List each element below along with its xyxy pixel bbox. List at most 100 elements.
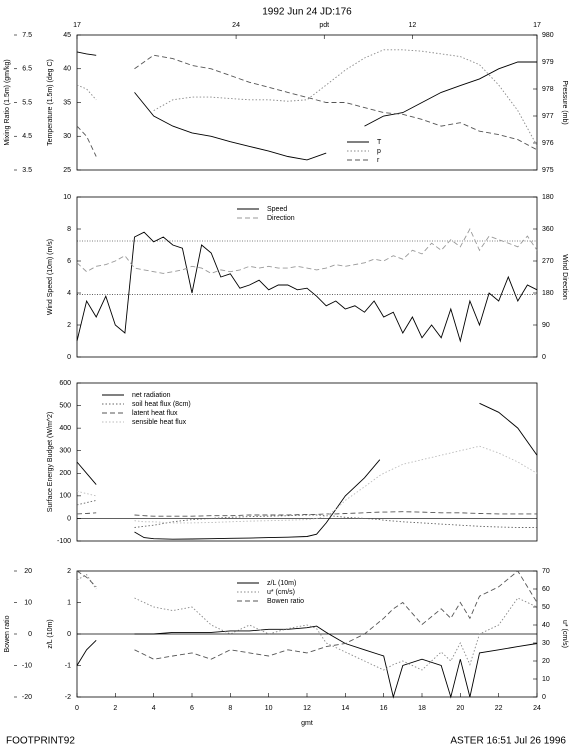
y-axis-label: Wind Speed (10m) (m/s) (47, 239, 54, 315)
series-line (76, 625, 538, 699)
y3-axis-label: Mixing Ratio (1.5m) (gm/kg) (4, 59, 11, 145)
y2-tick-label: 50 (542, 604, 550, 611)
y2-tick-label: 30 (542, 640, 550, 647)
legend-label: sensible heat flux (132, 419, 187, 426)
y-tick-label: 0 (67, 515, 71, 522)
series-line (76, 231, 538, 343)
legend-label: Speed (267, 206, 287, 213)
y-tick-label: 600 (59, 380, 71, 387)
y2-axis-label: Pressure (mb) (561, 80, 568, 124)
y2-tick-label: 70 (542, 568, 550, 575)
x-tick-label: 0 (75, 705, 79, 712)
y-tick-label: 35 (63, 99, 71, 106)
y-tick-label: 100 (59, 493, 71, 500)
x-tick-label: 22 (495, 705, 503, 712)
y2-tick-label: 979 (542, 59, 554, 66)
x-tick-label: 20 (456, 705, 464, 712)
x2-tick-label: 12 (409, 22, 417, 29)
legend-label: z/L (10m) (267, 580, 296, 587)
y2-tick-label: 976 (542, 140, 554, 147)
x-tick-label: 2 (113, 705, 117, 712)
series-line (76, 51, 537, 161)
series-line (76, 49, 538, 146)
legend-label: net radiation (132, 392, 171, 399)
legend-label: soil heat flux (8cm) (132, 401, 191, 408)
y-tick-label: -2 (65, 694, 71, 701)
footer-right: ASTER 16:51 Jul 26 1996 (450, 736, 566, 747)
y-tick-label: 500 (59, 402, 71, 409)
series-line (76, 511, 537, 517)
x-tick-label: 6 (190, 705, 194, 712)
y2-tick-label: 180 (542, 194, 554, 201)
x-tick-label: 8 (228, 705, 232, 712)
plot-frame (76, 34, 538, 171)
x2-tick-label: 17 (533, 22, 541, 29)
y-tick-label: 2 (67, 322, 71, 329)
y-axis-label: Surface Energy Budget (W/m^2) (47, 412, 54, 513)
series-line (76, 499, 537, 528)
y-tick-label: -100 (57, 538, 71, 545)
y2-tick-label: 975 (542, 167, 554, 174)
x-tick-label: 16 (380, 705, 388, 712)
y-axis-label: Temperature (1.5m) (deg C) (47, 59, 54, 146)
y-tick-label: 200 (59, 470, 71, 477)
x2-tick-label: pdt (319, 22, 329, 29)
chart-title: 1992 Jun 24 JD:176 (262, 7, 352, 18)
y-tick-label: 25 (63, 167, 71, 174)
y3-tick-label: 20 (24, 568, 32, 575)
y2-tick-label: 270 (542, 258, 554, 265)
y3-tick-label: 6.5 (22, 66, 32, 73)
series-line (76, 445, 538, 524)
y-tick-label: 0 (67, 631, 71, 638)
y3-tick-label: 0 (28, 631, 32, 638)
series-line (76, 402, 538, 540)
y2-tick-label: 0 (542, 694, 546, 701)
y-tick-label: 8 (67, 226, 71, 233)
y-tick-label: 6 (67, 258, 71, 265)
series-line (76, 227, 538, 274)
legend-label: r (377, 157, 380, 164)
y3-tick-label: 5.5 (22, 99, 32, 106)
x-tick-label: 24 (533, 705, 541, 712)
y2-tick-label: 40 (542, 622, 550, 629)
x-tick-label: 18 (418, 705, 426, 712)
y-tick-label: 45 (63, 32, 71, 39)
y2-axis-label: u* (cm/s) (561, 620, 568, 648)
y2-tick-label: 360 (542, 226, 554, 233)
y-tick-label: 2 (67, 568, 71, 575)
y-tick-label: 400 (59, 425, 71, 432)
plot-frame (76, 196, 538, 358)
y3-tick-label: 4.5 (22, 133, 32, 140)
legend-label: latent heat flux (132, 410, 178, 417)
y-axis-label: z/L (10m) (47, 619, 54, 648)
y-tick-label: 1 (67, 599, 71, 606)
y2-tick-label: 978 (542, 86, 554, 93)
y3-tick-label: -10 (22, 662, 32, 669)
legend-label: p (377, 148, 381, 155)
x2-tick-label: 24 (232, 22, 240, 29)
y-tick-label: 4 (67, 290, 71, 297)
y-tick-label: 300 (59, 448, 71, 455)
y2-axis-label: Wind Direction (561, 254, 568, 300)
y2-tick-label: 0 (542, 354, 546, 361)
y2-tick-label: 90 (542, 322, 550, 329)
y3-tick-label: 10 (24, 599, 32, 606)
footer-left: FOOTPRINT92 (6, 736, 75, 747)
series-line (76, 574, 538, 671)
y2-tick-label: 10 (542, 676, 550, 683)
x-tick-label: 4 (152, 705, 156, 712)
y-tick-label: 40 (63, 66, 71, 73)
series-line (76, 570, 538, 660)
y2-tick-label: 977 (542, 113, 554, 120)
x-tick-label: 12 (303, 705, 311, 712)
y2-tick-label: 20 (542, 658, 550, 665)
y-tick-label: 0 (67, 354, 71, 361)
x-axis-label: gmt (301, 720, 313, 727)
y3-axis-label: Bowen ratio (4, 615, 11, 652)
y3-tick-label: -20 (22, 694, 32, 701)
legend-label: u* (cm/s) (267, 589, 295, 596)
x-tick-label: 10 (265, 705, 273, 712)
y2-tick-label: 180 (542, 290, 554, 297)
y-tick-label: -1 (65, 662, 71, 669)
